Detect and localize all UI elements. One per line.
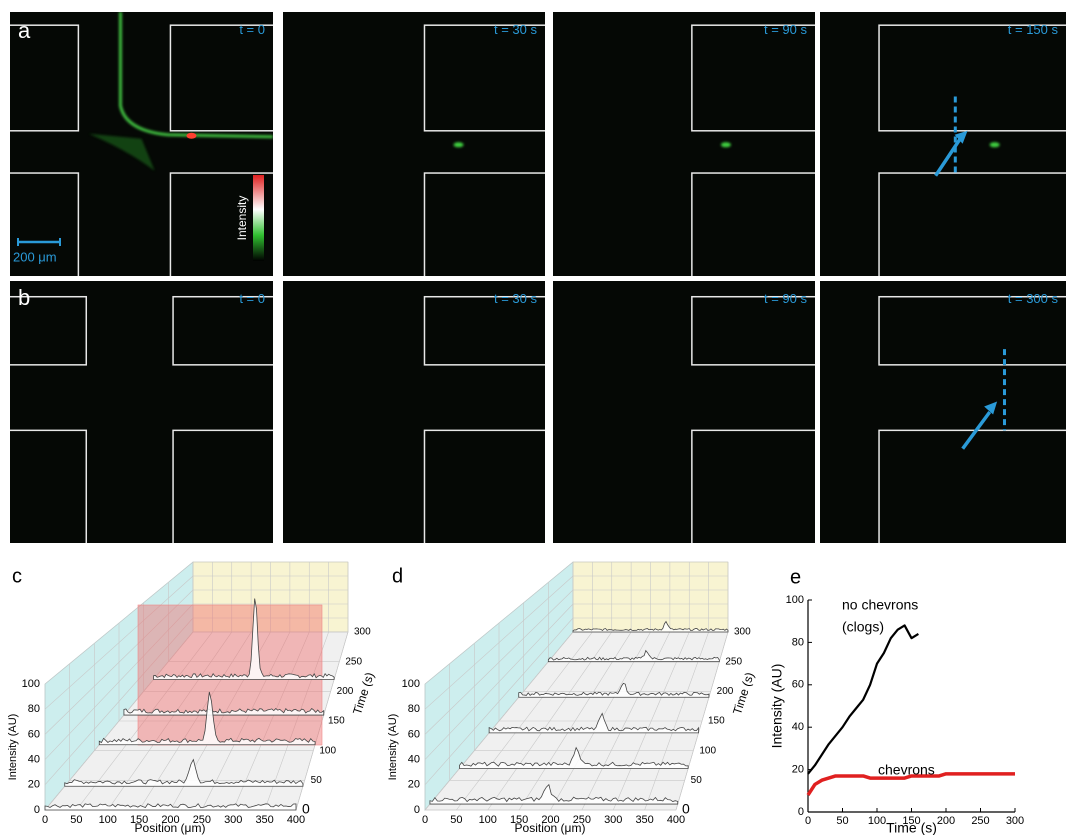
- z-axis-label: Time (s): [730, 671, 757, 717]
- colorbar: [253, 175, 264, 261]
- annotation: chevrons: [878, 762, 935, 778]
- time-label: t = 0: [239, 291, 265, 306]
- time-label: t = 300 s: [1008, 291, 1059, 306]
- y-axis-label: Intensity (AU): [769, 664, 785, 749]
- x-tick-label: 300: [604, 814, 622, 826]
- scale-bar-label: 200 μm: [13, 249, 57, 264]
- y-tick-label: 40: [792, 721, 804, 733]
- y-tick-label: 60: [408, 728, 420, 740]
- figure: t = 0 a Intensity 200 μm t = 30 s t = 90 s t =…: [0, 0, 1066, 835]
- background: [10, 281, 273, 543]
- z-tick-label: 300: [734, 627, 751, 638]
- z-tick-label: 50: [311, 775, 323, 786]
- z-tick-label: 50: [691, 775, 703, 786]
- z-tick-label: 100: [319, 745, 336, 756]
- background: [283, 12, 545, 276]
- x-tick-label: 0: [422, 814, 428, 826]
- background: [283, 281, 545, 543]
- x-tick-label: 50: [836, 815, 848, 827]
- time-label: t = 150 s: [1008, 22, 1059, 37]
- y-tick-label: 80: [792, 636, 804, 648]
- background: [820, 12, 1066, 276]
- y-tick-label: 0: [34, 804, 40, 816]
- x-axis-label: Time (s): [886, 820, 937, 835]
- x-tick-label: 100: [99, 814, 117, 826]
- micrograph: t = 90 s: [553, 12, 825, 286]
- time-label: t = 30 s: [494, 22, 537, 37]
- annotation: (clogs): [842, 619, 884, 635]
- x-tick-label: 200: [937, 815, 955, 827]
- x-tick-label: 0: [805, 815, 811, 827]
- micrograph: t = 0 b: [0, 281, 283, 553]
- x-tick-label: 50: [450, 814, 462, 826]
- y-tick-label: 20: [792, 764, 804, 776]
- panel-label: b: [18, 285, 30, 310]
- particle: [186, 133, 196, 139]
- y-tick-label: 60: [28, 728, 40, 740]
- y-tick-label: 100: [786, 594, 804, 606]
- y-tick-label: 0: [414, 804, 420, 816]
- micrograph: t = 90 s: [553, 281, 825, 553]
- micrograph: t = 30 s: [283, 12, 555, 286]
- z-tick-label: 150: [328, 716, 345, 727]
- x-tick-label: 0: [42, 814, 48, 826]
- micrograph: t = 300 s: [820, 281, 1066, 553]
- y-tick-label: 40: [28, 754, 40, 766]
- x-tick-label: 100: [479, 814, 497, 826]
- z-tick-label: 0: [682, 801, 690, 817]
- page: {"panels": { "a": {"label": "a", "times"…: [0, 0, 1066, 835]
- z-tick-label: 300: [354, 627, 371, 638]
- panel-label: a: [18, 18, 31, 43]
- y-tick-label: 40: [408, 754, 420, 766]
- micrograph: t = 0 a Intensity 200 μm: [0, 12, 283, 286]
- panel-label: c: [12, 565, 22, 587]
- background: [820, 281, 1066, 543]
- time-label: t = 90 s: [764, 291, 807, 306]
- x-tick-label: 350: [635, 814, 653, 826]
- z-axis-label: Time (s): [350, 671, 377, 717]
- y-tick-label: 0: [798, 806, 804, 818]
- panel-label: e: [790, 566, 801, 588]
- y-tick-label: 60: [792, 679, 804, 691]
- particle: [721, 142, 731, 147]
- z-tick-label: 250: [725, 656, 742, 667]
- y-tick-label: 100: [22, 678, 40, 690]
- y-tick-label: 80: [408, 703, 420, 715]
- y-tick-label: 20: [28, 779, 40, 791]
- y-axis-label: Intensity (AU): [7, 714, 19, 781]
- x-tick-label: 50: [70, 814, 82, 826]
- z-tick-label: 150: [708, 716, 725, 727]
- x-tick-label: 100: [868, 815, 886, 827]
- z-tick-label: 100: [699, 745, 716, 756]
- particle: [990, 142, 1000, 147]
- x-tick-label: 350: [255, 814, 273, 826]
- z-tick-label: 200: [717, 686, 734, 697]
- x-axis-label: Position (μm): [135, 821, 206, 835]
- x-tick-label: 250: [971, 815, 989, 827]
- micrograph: t = 150 s: [820, 12, 1066, 286]
- y-tick-label: 80: [28, 703, 40, 715]
- time-label: t = 30 s: [494, 291, 537, 306]
- annotation: no chevrons: [842, 597, 918, 613]
- y-tick-label: 20: [408, 779, 420, 791]
- panel-label: d: [392, 565, 403, 587]
- x-tick-label: 300: [224, 814, 242, 826]
- background: [553, 281, 815, 543]
- particle: [454, 142, 464, 147]
- x-tick-label: 300: [1006, 815, 1024, 827]
- background: [553, 12, 815, 276]
- y-axis-label: Intensity (AU): [387, 714, 399, 781]
- time-label: t = 0: [239, 22, 265, 37]
- x-axis-label: Position (μm): [515, 821, 586, 835]
- z-tick-label: 250: [345, 656, 362, 667]
- time-label: t = 90 s: [764, 22, 807, 37]
- z-tick-label: 0: [302, 801, 310, 817]
- z-tick-label: 200: [337, 686, 354, 697]
- data-line: [808, 625, 918, 773]
- micrograph: t = 30 s: [283, 281, 555, 553]
- y-tick-label: 100: [402, 678, 420, 690]
- colorbar-label: Intensity: [235, 196, 249, 241]
